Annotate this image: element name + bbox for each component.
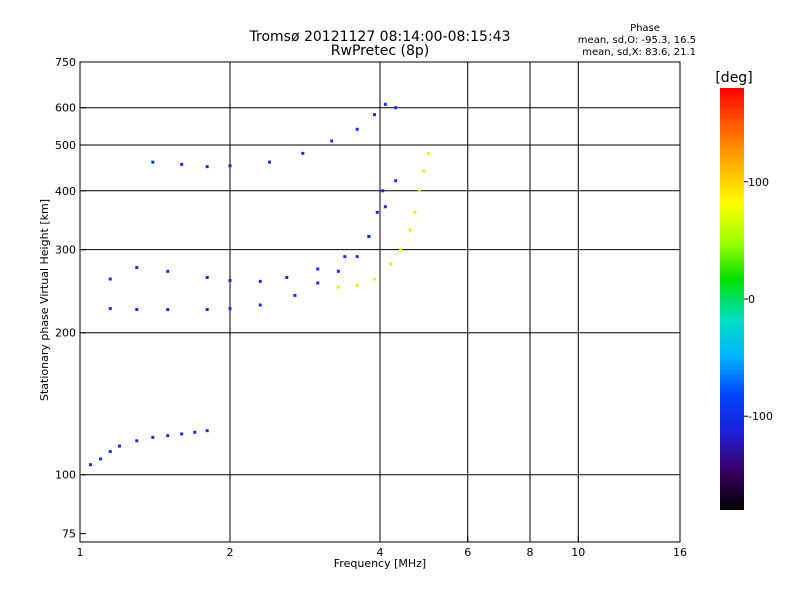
- chart-subtitle: RwPretec (8p): [331, 43, 429, 59]
- data-point: [367, 234, 371, 238]
- y-tick-label: 300: [55, 244, 76, 257]
- chart-title: Tromsø 20121127 08:14:00-08:15:43: [249, 29, 511, 45]
- data-point: [417, 189, 421, 193]
- phase-stats-x: mean, sd,X: 83.6, 21.1: [582, 47, 696, 58]
- data-point: [285, 275, 289, 279]
- x-tick-label: 8: [527, 546, 534, 559]
- y-tick-label: 400: [55, 185, 76, 198]
- data-point: [426, 151, 430, 155]
- data-point: [408, 228, 412, 232]
- x-tick-label: 10: [571, 546, 585, 559]
- data-point: [355, 127, 359, 131]
- x-tick-label: 1: [77, 546, 84, 559]
- data-point: [151, 160, 155, 164]
- x-tick-label: 6: [464, 546, 471, 559]
- y-axis-label: Stationary phase Virtual Height [km]: [38, 199, 51, 401]
- data-point: [373, 113, 377, 117]
- data-point: [316, 281, 320, 285]
- data-point: [108, 307, 112, 311]
- y-tick-label: 100: [55, 469, 76, 482]
- data-point: [228, 279, 232, 283]
- x-tick-label: 4: [377, 546, 384, 559]
- colorbar-tick-label: -100: [748, 410, 773, 423]
- colorbar-label: [deg]: [715, 70, 752, 86]
- data-point: [117, 444, 121, 448]
- grid-lines: [80, 62, 680, 542]
- data-point: [166, 308, 170, 312]
- colorbar: [720, 88, 744, 510]
- data-point: [394, 179, 398, 183]
- data-point: [193, 430, 197, 434]
- phase-stats-heading: Phase: [630, 23, 660, 34]
- phase-stats-o: mean, sd,O: -95.3, 16.5: [578, 35, 696, 46]
- data-point: [205, 165, 209, 169]
- data-point: [394, 106, 398, 110]
- data-point: [258, 279, 262, 283]
- data-point: [228, 164, 232, 168]
- data-point: [375, 210, 379, 214]
- data-point: [180, 432, 184, 436]
- y-tick-label: 500: [55, 139, 76, 152]
- colorbar-tick-label: 0: [748, 293, 755, 306]
- data-point: [135, 439, 139, 443]
- data-point: [258, 303, 262, 307]
- data-point: [381, 189, 385, 193]
- data-point: [166, 269, 170, 273]
- y-tick-label: 200: [55, 327, 76, 340]
- data-point: [135, 266, 139, 270]
- data-point: [373, 277, 377, 281]
- data-point: [166, 434, 170, 438]
- data-point: [355, 255, 359, 259]
- data-point: [205, 275, 209, 279]
- data-point: [383, 205, 387, 209]
- data-point: [89, 463, 93, 467]
- data-point: [180, 162, 184, 166]
- y-tick-label: 75: [62, 528, 76, 541]
- data-point: [267, 160, 271, 164]
- data-point: [108, 277, 112, 281]
- data-point: [99, 457, 103, 461]
- y-tick-label: 750: [55, 56, 76, 69]
- data-point: [383, 102, 387, 106]
- data-point: [301, 151, 305, 155]
- data-point: [108, 449, 112, 453]
- data-point: [151, 435, 155, 439]
- data-points: [89, 102, 430, 467]
- x-tick-label: 16: [673, 546, 687, 559]
- data-point: [336, 285, 340, 289]
- data-point: [336, 269, 340, 273]
- data-point: [355, 283, 359, 287]
- data-point: [228, 307, 232, 311]
- data-point: [389, 262, 393, 266]
- data-point: [205, 308, 209, 312]
- x-tick-label: 2: [227, 546, 234, 559]
- data-point: [399, 248, 403, 252]
- axis-ticks: 1 2 4 6 8 10 16 75 100 200 300 400 500 600 750: [55, 56, 687, 559]
- data-point: [135, 308, 139, 312]
- data-point: [413, 210, 417, 214]
- data-point: [330, 139, 334, 143]
- data-point: [422, 169, 426, 173]
- data-point: [316, 267, 320, 271]
- colorbar-tick-label: 100: [748, 176, 769, 189]
- x-axis-label: Frequency [MHz]: [334, 557, 426, 570]
- data-point: [205, 429, 209, 433]
- data-point: [293, 293, 297, 297]
- colorbar-ticks: 100 0 -100: [744, 176, 773, 423]
- y-tick-label: 600: [55, 102, 76, 115]
- data-point: [343, 255, 347, 259]
